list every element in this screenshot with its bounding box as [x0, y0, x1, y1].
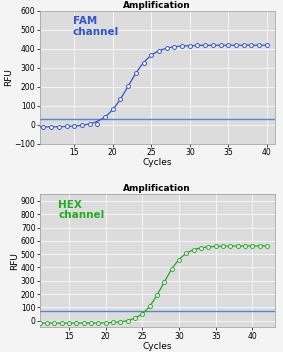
- Y-axis label: RFU: RFU: [4, 68, 13, 86]
- Title: Amplification: Amplification: [123, 184, 191, 194]
- Text: FAM
channel: FAM channel: [72, 16, 119, 37]
- Y-axis label: RFU: RFU: [10, 252, 20, 270]
- Title: Amplification: Amplification: [123, 1, 191, 10]
- Text: HEX
channel: HEX channel: [58, 200, 105, 220]
- X-axis label: Cycles: Cycles: [142, 158, 172, 167]
- X-axis label: Cycles: Cycles: [142, 342, 172, 351]
